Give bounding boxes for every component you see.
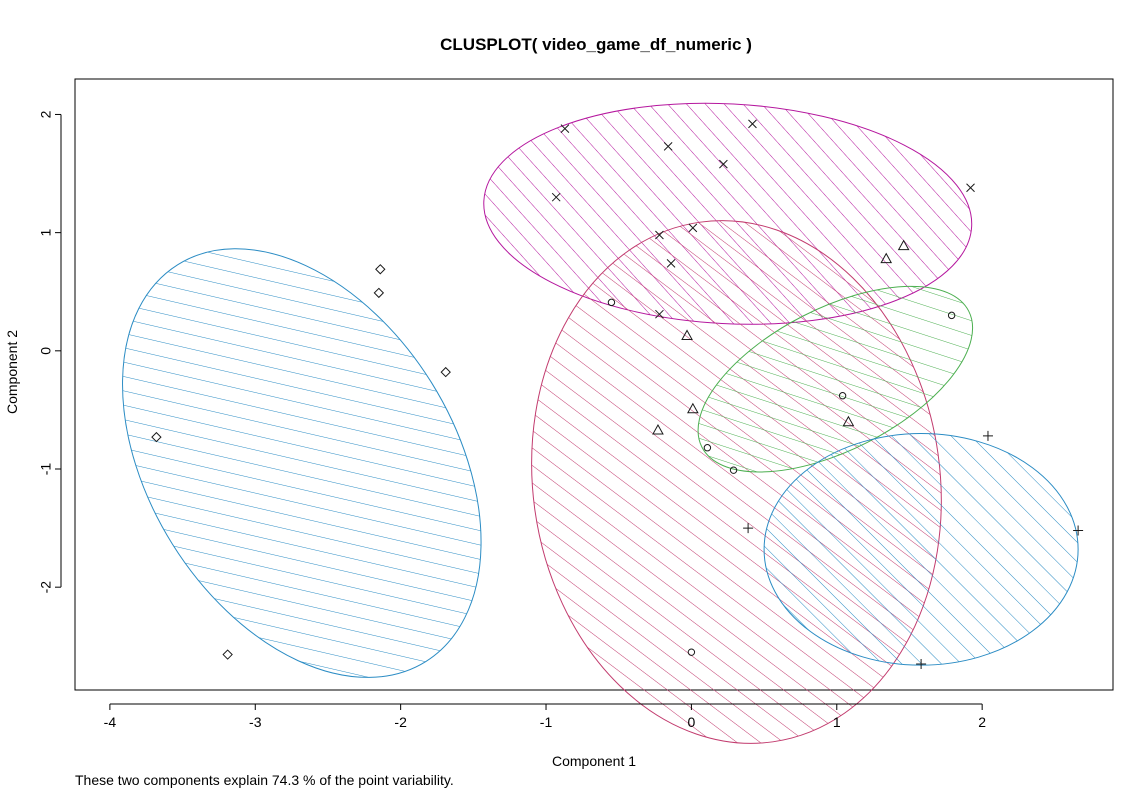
triangle-point	[842, 415, 855, 427]
triangle-point	[880, 252, 893, 264]
circle-point	[607, 298, 616, 307]
y-axis-label: Component 2	[4, 330, 20, 414]
chart-title: CLUSPLOT( video_game_df_numeric )	[440, 35, 752, 54]
plus-point	[916, 659, 927, 669]
variability-footnote: These two components explain 74.3 % of t…	[75, 772, 454, 788]
x-point	[560, 124, 570, 133]
y-tick-label: 2	[38, 110, 54, 118]
cluster-points	[151, 119, 1084, 669]
x-tick-label: 1	[833, 714, 841, 730]
x-point	[655, 230, 664, 240]
x-point	[551, 192, 561, 202]
diamond-point	[373, 287, 385, 299]
plus-point	[982, 430, 993, 441]
y-tick-label: 0	[38, 347, 54, 355]
x-point	[719, 159, 728, 169]
plot-frame	[74, 78, 1114, 691]
x-axis-label: Component 1	[552, 753, 636, 769]
triangle-point	[897, 239, 910, 251]
y-tick-label: 1	[38, 229, 54, 237]
x-tick-label: -2	[394, 714, 407, 730]
diamond-point	[375, 264, 386, 275]
circle-point	[838, 392, 847, 400]
triangle-point	[687, 402, 699, 414]
plus-point	[1073, 525, 1084, 536]
y-tick-label: -1	[38, 463, 54, 476]
cluster-ellipse	[763, 433, 1079, 666]
y-tick-label: -2	[38, 581, 54, 594]
x-tick-label: 2	[978, 714, 986, 730]
x-tick-label: -3	[249, 714, 262, 730]
circle-point	[947, 311, 956, 320]
circle-point	[687, 648, 696, 656]
x-tick-label: -1	[540, 714, 553, 730]
triangle-point	[652, 423, 664, 435]
x-axis: -4 -3 -2 -1 0 1 2	[104, 703, 986, 730]
triangle-point	[681, 329, 693, 340]
y-axis: -2 -1 0 1 2	[38, 110, 62, 594]
circle-point	[703, 444, 712, 452]
x-tick-label: 0	[688, 714, 696, 730]
cluster-ellipses	[122, 102, 1079, 744]
x-point	[655, 309, 664, 319]
x-point	[966, 183, 975, 193]
x-point	[666, 259, 676, 268]
diamond-point	[440, 366, 451, 378]
x-point	[748, 119, 757, 129]
circle-point	[729, 466, 738, 474]
diamond-point	[222, 649, 233, 660]
diamond-point	[151, 431, 162, 443]
x-point	[663, 142, 673, 151]
x-point	[688, 223, 698, 233]
x-tick-label: -4	[104, 714, 117, 730]
plus-point	[743, 523, 754, 534]
cluster-ellipse	[122, 248, 482, 678]
